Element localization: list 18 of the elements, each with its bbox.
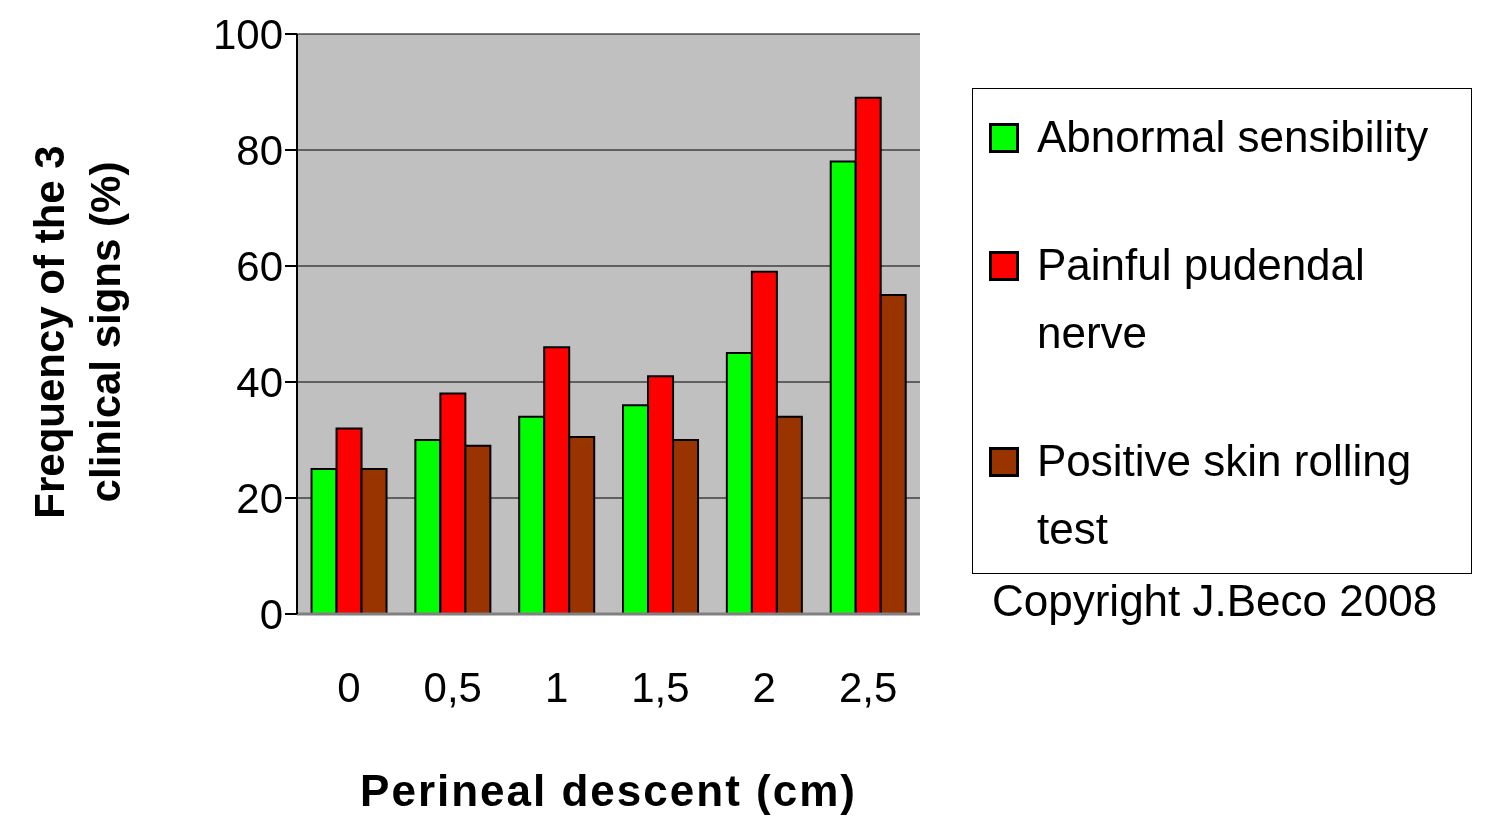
y-tick-label: 100 <box>212 10 283 58</box>
y-axis-title: Frequency of the 3 clinical signs (%) <box>26 145 129 519</box>
text: Copyright J.Beco 2008 <box>992 576 1438 626</box>
x-axis-title: Perineal descent (cm) <box>360 766 857 815</box>
y-tick-label: 0 <box>259 590 283 638</box>
x-tick-label: 1,5 <box>631 663 690 711</box>
y-tick-label: 80 <box>236 126 283 174</box>
legend-label: Painful pudendal nerve <box>1037 239 1366 359</box>
x-tick-label: 2,5 <box>838 663 898 711</box>
x-tick-label: 0,5 <box>423 663 482 711</box>
x-tick-label: 0 <box>337 663 361 711</box>
x-tick-label: 1 <box>544 663 569 711</box>
y-tick-label: 60 <box>236 242 283 290</box>
legend-label: Positive skin rolling test <box>1037 435 1413 555</box>
y-tick-label: 40 <box>236 358 283 406</box>
x-tick-label: 2 <box>752 663 776 711</box>
legend-label: Abnormal sensibility <box>1037 111 1429 163</box>
y-tick-label: 20 <box>236 474 283 522</box>
